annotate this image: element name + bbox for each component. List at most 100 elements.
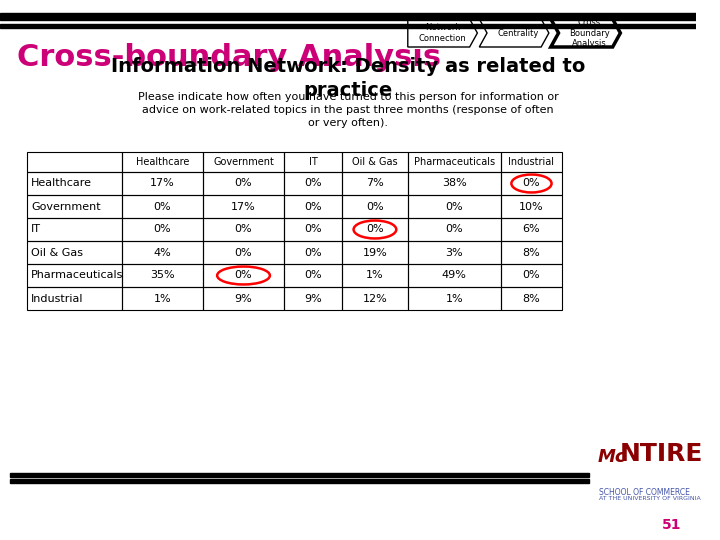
Bar	[342, 287, 408, 310]
Text: Government: Government	[213, 157, 274, 167]
Text: 0%: 0%	[153, 225, 171, 234]
Bar	[203, 264, 284, 287]
Text: 0%: 0%	[523, 271, 540, 280]
Bar	[500, 152, 562, 172]
Text: 0%: 0%	[153, 201, 171, 212]
Text: 9%: 9%	[305, 294, 322, 303]
Text: Please indicate how often you have turned to this person for information or
advi: Please indicate how often you have turne…	[138, 92, 558, 129]
Text: 51: 51	[662, 518, 681, 532]
Bar	[342, 218, 408, 241]
Bar	[284, 287, 342, 310]
Text: IT: IT	[31, 225, 41, 234]
Bar	[0, 24, 696, 28]
Text: Industrial: Industrial	[31, 294, 84, 303]
Text: Oil & Gas: Oil & Gas	[352, 157, 397, 167]
Text: 17%: 17%	[150, 179, 175, 188]
Text: SCHOOL OF COMMERCE: SCHOOL OF COMMERCE	[599, 488, 690, 497]
Text: 1%: 1%	[366, 271, 384, 280]
Text: Information Network: Density as related to
practice: Information Network: Density as related …	[111, 57, 585, 99]
Text: AT THE UNIVERSITY OF VIRGINIA: AT THE UNIVERSITY OF VIRGINIA	[599, 496, 701, 501]
Text: 0%: 0%	[305, 271, 322, 280]
Text: IT: IT	[309, 157, 318, 167]
Text: 4%: 4%	[153, 247, 171, 258]
Bar	[203, 218, 284, 241]
Text: 0%: 0%	[446, 225, 463, 234]
Text: 6%: 6%	[523, 225, 540, 234]
Bar	[408, 195, 500, 218]
Bar	[500, 195, 562, 218]
Text: 0%: 0%	[366, 225, 384, 234]
Bar	[122, 152, 203, 172]
Text: 0%: 0%	[235, 225, 252, 234]
Polygon shape	[408, 19, 477, 47]
Bar	[284, 172, 342, 195]
Text: 0%: 0%	[235, 271, 252, 280]
Bar	[27, 152, 122, 172]
Text: 8%: 8%	[523, 247, 540, 258]
Bar	[408, 218, 500, 241]
Bar	[342, 195, 408, 218]
Bar	[27, 172, 122, 195]
Text: 0%: 0%	[305, 225, 322, 234]
Text: 0%: 0%	[235, 247, 252, 258]
Text: 19%: 19%	[363, 247, 387, 258]
Text: 0%: 0%	[305, 179, 322, 188]
Text: Healthcare: Healthcare	[135, 157, 189, 167]
Bar	[284, 152, 342, 172]
Text: Cross-boundary Analysis: Cross-boundary Analysis	[17, 43, 441, 72]
Bar	[500, 241, 562, 264]
Bar	[203, 152, 284, 172]
Polygon shape	[480, 19, 549, 47]
Text: 1%: 1%	[446, 294, 463, 303]
Bar	[122, 287, 203, 310]
Bar	[342, 152, 408, 172]
Bar	[500, 264, 562, 287]
Bar	[203, 195, 284, 218]
Bar	[122, 241, 203, 264]
Text: Centrality: Centrality	[498, 29, 539, 37]
Text: Industrial: Industrial	[508, 157, 554, 167]
Text: Oil & Gas: Oil & Gas	[31, 247, 83, 258]
Bar	[500, 287, 562, 310]
Text: Cross
Boundary
Analysis: Cross Boundary Analysis	[569, 18, 610, 48]
Bar	[9, 473, 590, 477]
Text: Mc: Mc	[597, 448, 626, 466]
Text: Pharmaceuticals: Pharmaceuticals	[31, 271, 123, 280]
Text: 49%: 49%	[442, 271, 467, 280]
Bar	[27, 195, 122, 218]
Text: 0%: 0%	[305, 247, 322, 258]
Bar	[203, 172, 284, 195]
Bar	[27, 241, 122, 264]
Text: 0%: 0%	[235, 179, 252, 188]
Text: Government: Government	[31, 201, 101, 212]
Text: 38%: 38%	[442, 179, 467, 188]
Bar	[27, 287, 122, 310]
Bar	[284, 195, 342, 218]
Bar	[122, 172, 203, 195]
Text: 0%: 0%	[446, 201, 463, 212]
Bar	[408, 264, 500, 287]
Bar	[342, 241, 408, 264]
Bar	[27, 218, 122, 241]
Text: 0%: 0%	[523, 179, 540, 188]
Text: 7%: 7%	[366, 179, 384, 188]
Text: NTIRE: NTIRE	[619, 442, 703, 466]
Text: 1%: 1%	[153, 294, 171, 303]
Text: 0%: 0%	[305, 201, 322, 212]
Bar	[284, 241, 342, 264]
Bar	[122, 195, 203, 218]
Text: Network
Connection: Network Connection	[419, 23, 467, 43]
Bar	[408, 172, 500, 195]
Bar	[408, 241, 500, 264]
Bar	[27, 264, 122, 287]
Bar	[342, 172, 408, 195]
Text: Pharmaceuticals: Pharmaceuticals	[413, 157, 495, 167]
Bar	[122, 218, 203, 241]
Text: 0%: 0%	[366, 201, 384, 212]
Bar	[500, 218, 562, 241]
Polygon shape	[551, 19, 621, 47]
Bar	[408, 152, 500, 172]
Bar	[0, 13, 696, 20]
Bar	[342, 264, 408, 287]
Bar	[284, 264, 342, 287]
